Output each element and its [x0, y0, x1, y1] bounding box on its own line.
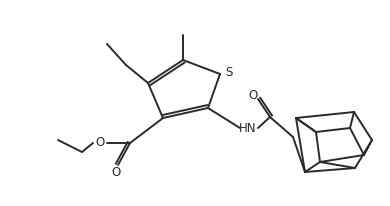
- Text: HN: HN: [239, 123, 257, 136]
- Text: O: O: [112, 165, 121, 179]
- Text: O: O: [96, 137, 105, 150]
- Text: S: S: [225, 66, 233, 78]
- Text: O: O: [248, 89, 258, 102]
